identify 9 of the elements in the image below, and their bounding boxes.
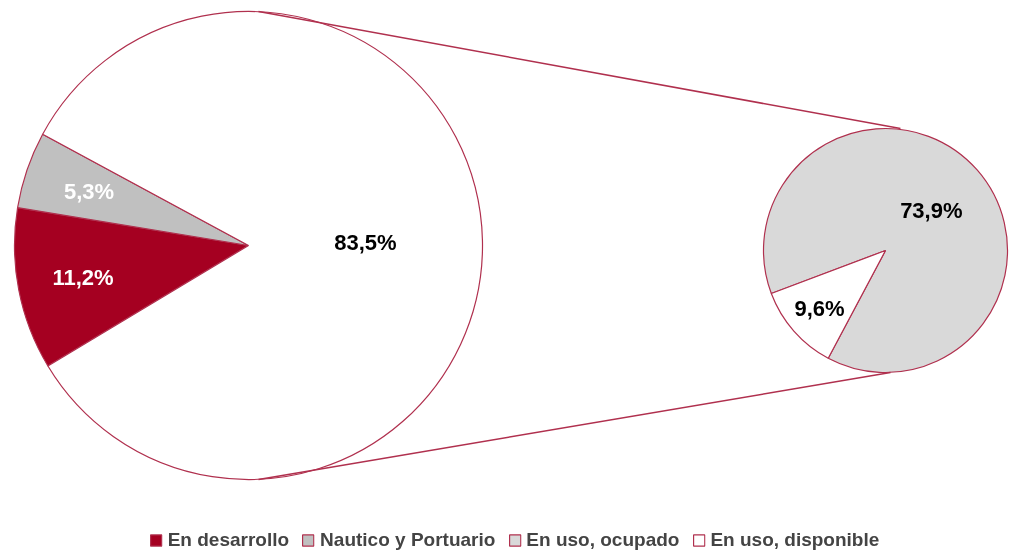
legend-label: En uso, ocupado — [526, 529, 680, 551]
legend-label: En uso, disponible — [710, 529, 880, 551]
legend-label: En desarrollo — [167, 529, 290, 551]
data-label: 9,6% — [794, 295, 845, 321]
data-label: 5,3% — [63, 178, 115, 204]
data-label: 83,5% — [334, 230, 397, 256]
data-label: 73,9% — [900, 197, 963, 223]
data-label: 11,2% — [52, 264, 114, 290]
legend-label: Nautico y Portuario — [320, 529, 496, 551]
